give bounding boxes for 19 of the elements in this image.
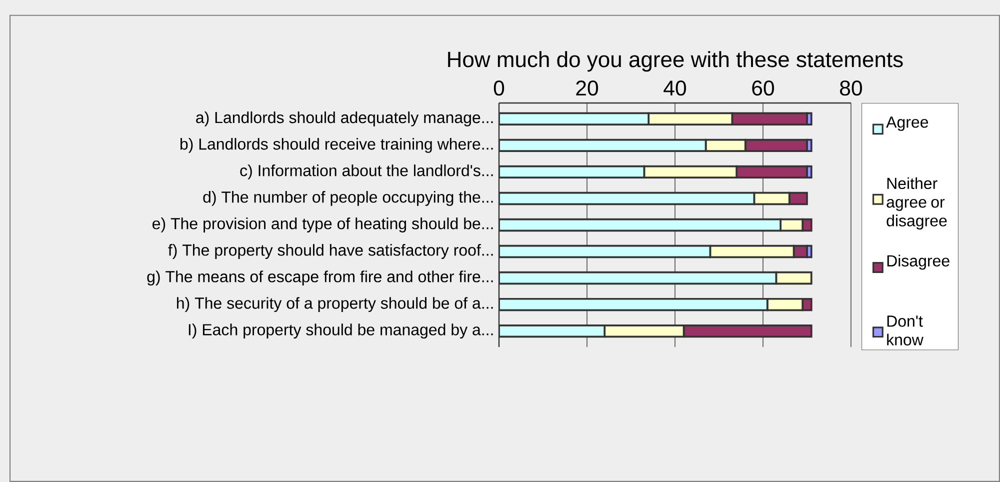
x-tick-label: 40 (664, 80, 686, 96)
legend-label: Don't know (887, 316, 924, 346)
x-tick-label: 60 (752, 80, 774, 96)
chart-title: How much do you agree with these statements (448, 51, 903, 72)
y-tick-label: I) Each property should be managed by a... (188, 324, 493, 339)
y-tick-label: b) Landlords should receive training where... (180, 138, 493, 153)
y-tick-label: d) The number of people occupying the... (203, 191, 493, 206)
legend-label: Agree (886, 116, 928, 131)
x-tick-label: 80 (840, 80, 862, 96)
y-tick-label: f) The property should have satisfactory roof... (168, 244, 493, 259)
x-tick-label: 0 (494, 80, 504, 96)
legend-label: Disagree (887, 254, 950, 270)
y-tick-label: e) The provision and type of heating should be... (152, 218, 493, 232)
y-tick-label: a) Landlords should adequately manage... (196, 111, 493, 126)
y-tick-label: g) The means of escape from fire and other fire... (147, 270, 493, 286)
legend-label: Neither agree or disagree (886, 177, 947, 230)
y-tick-label: h) The security of a property should be of a... (177, 297, 493, 312)
x-tick-label: 20 (576, 80, 598, 96)
y-tick-label: c) Information about the landlord's... (240, 164, 493, 180)
